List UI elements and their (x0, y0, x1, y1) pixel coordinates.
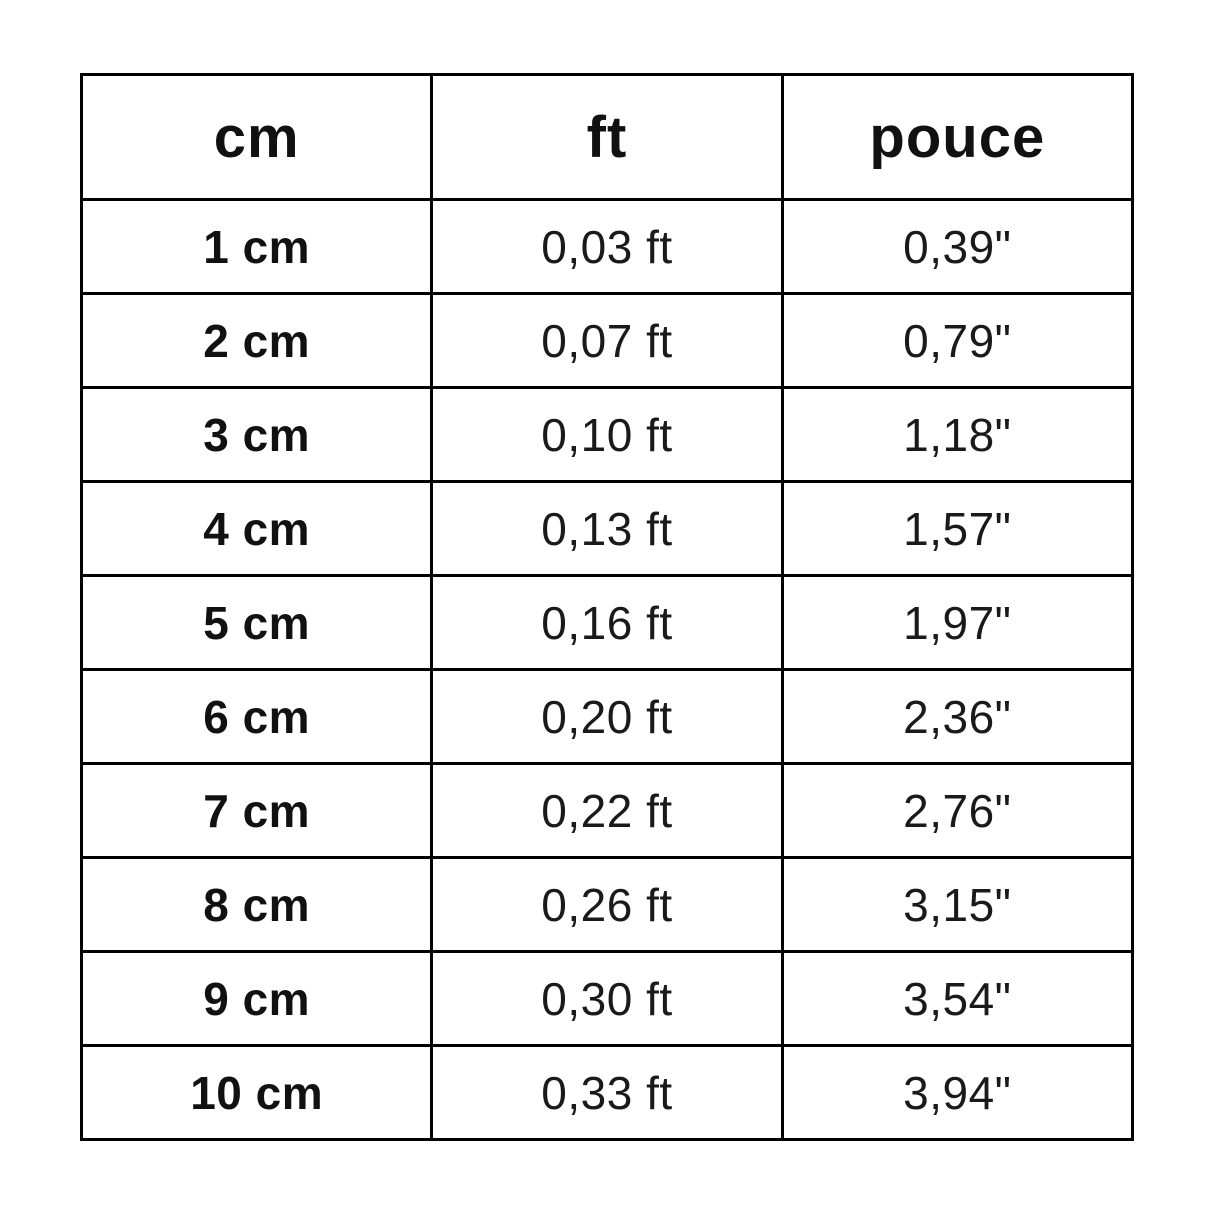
header-row: cm ft pouce (79, 73, 1135, 201)
table-row: 6 cm 0,20 ft 2,36" (79, 668, 1135, 765)
cell-pouce: 3,94" (780, 1044, 1135, 1141)
cell-cm: 6 cm (79, 668, 434, 765)
table-row: 2 cm 0,07 ft 0,79" (79, 292, 1135, 389)
cell-pouce: 3,15" (780, 856, 1135, 953)
cell-cm: 8 cm (79, 856, 434, 953)
cell-pouce: 2,36" (780, 668, 1135, 765)
cell-pouce: 1,57" (780, 480, 1135, 577)
cell-pouce: 3,54" (780, 950, 1135, 1047)
cell-ft: 0,20 ft (430, 668, 784, 765)
cell-cm: 2 cm (79, 292, 434, 389)
cell-ft: 0,22 ft (430, 762, 784, 859)
cell-cm: 3 cm (79, 386, 434, 483)
cell-ft: 0,10 ft (430, 386, 784, 483)
header-cm: cm (79, 73, 434, 201)
cell-ft: 0,33 ft (430, 1044, 784, 1141)
table-row: 10 cm 0,33 ft 3,94" (79, 1044, 1135, 1141)
cell-ft: 0,03 ft (430, 198, 784, 295)
table-row: 9 cm 0,30 ft 3,54" (79, 950, 1135, 1047)
cell-ft: 0,07 ft (430, 292, 784, 389)
table-row: 8 cm 0,26 ft 3,15" (79, 856, 1135, 953)
cell-cm: 9 cm (79, 950, 434, 1047)
cell-pouce: 1,97" (780, 574, 1135, 671)
header-ft: ft (430, 73, 784, 201)
table-row: 7 cm 0,22 ft 2,76" (79, 762, 1135, 859)
cell-ft: 0,13 ft (430, 480, 784, 577)
cell-ft: 0,30 ft (430, 950, 784, 1047)
cell-cm: 5 cm (79, 574, 434, 671)
table-row: 5 cm 0,16 ft 1,97" (79, 574, 1135, 671)
table-row: 1 cm 0,03 ft 0,39" (79, 198, 1135, 295)
header-pouce: pouce (780, 73, 1135, 201)
cell-cm: 10 cm (79, 1044, 434, 1141)
conversion-table: cm ft pouce 1 cm 0,03 ft 0,39" 2 cm 0,07… (79, 73, 1135, 1141)
cell-ft: 0,16 ft (430, 574, 784, 671)
cell-pouce: 0,39" (780, 198, 1135, 295)
table-row: 4 cm 0,13 ft 1,57" (79, 480, 1135, 577)
cell-pouce: 1,18" (780, 386, 1135, 483)
cell-pouce: 0,79" (780, 292, 1135, 389)
cell-ft: 0,26 ft (430, 856, 784, 953)
cell-cm: 1 cm (79, 198, 434, 295)
cell-cm: 4 cm (79, 480, 434, 577)
cell-pouce: 2,76" (780, 762, 1135, 859)
table-row: 3 cm 0,10 ft 1,18" (79, 386, 1135, 483)
cell-cm: 7 cm (79, 762, 434, 859)
